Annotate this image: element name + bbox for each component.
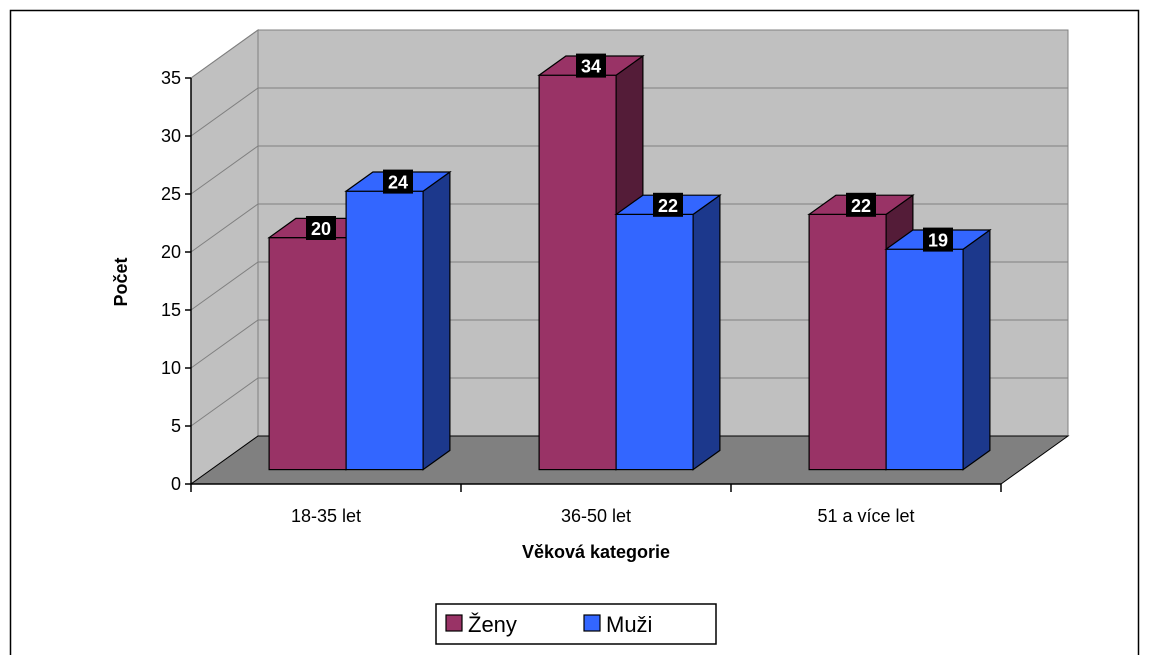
gridline — [190, 29, 1068, 79]
bar-Muži-18-35 let — [344, 170, 452, 471]
gridline — [190, 145, 1068, 195]
data-labels: 20 24 34 22 22 19 — [306, 53, 953, 252]
data-label-Muži-36-50 let: 22 — [653, 192, 683, 217]
data-label-Ženy-36-50 let: 34 — [576, 53, 606, 78]
data-label-Muži-18-35 let: 24 — [383, 169, 413, 194]
bar-side — [422, 170, 451, 471]
legend-label-Ženy: Ženy — [468, 612, 517, 637]
y-axis-title: Počet — [111, 257, 131, 306]
data-label-text: 34 — [581, 57, 601, 77]
data-label-text: 24 — [388, 173, 408, 193]
data-label-bg — [383, 169, 413, 194]
data-label-Muži-51 a více let: 19 — [923, 227, 953, 252]
data-label-text: 20 — [311, 219, 331, 239]
data-label-bg — [653, 192, 683, 217]
x-tick-label: 36-50 let — [561, 506, 631, 526]
data-label-Ženy-18-35 let: 20 — [306, 216, 336, 240]
data-label-bg — [923, 227, 953, 252]
legend-label-Muži: Muži — [606, 612, 652, 637]
legend-swatch-Muži — [583, 614, 601, 632]
data-label-text: 22 — [851, 196, 871, 216]
bar-front — [345, 190, 424, 471]
y-tick-label: 30 — [161, 126, 181, 146]
y-tick-label: 35 — [161, 68, 181, 88]
gridline — [190, 319, 1068, 369]
y-axis: 0 5 10 15 20 25 30 35 — [161, 68, 192, 494]
bar-front — [808, 213, 887, 471]
gridline — [190, 377, 1068, 427]
gridline — [190, 203, 1068, 253]
data-label-text: 22 — [658, 196, 678, 216]
y-tick-label: 15 — [161, 300, 181, 320]
bars — [267, 54, 992, 471]
x-axis-title: Věková kategorie — [522, 542, 670, 562]
bar-side — [692, 194, 721, 471]
x-axis: 18-35 let 36-50 let 51 a více let — [190, 483, 1002, 526]
y-tick-label: 25 — [161, 184, 181, 204]
bar-side — [962, 228, 991, 471]
data-label-bg — [576, 53, 606, 78]
side-wall — [190, 29, 259, 485]
data-label-bg — [306, 216, 336, 240]
bar-front — [268, 237, 347, 471]
bar-front — [538, 74, 617, 471]
y-tick-label: 0 — [171, 474, 181, 494]
legend: Ženy Muži — [435, 603, 717, 645]
data-label-Ženy-51 a více let: 22 — [846, 192, 876, 217]
gridline — [190, 261, 1068, 311]
y-tick-label: 5 — [171, 416, 181, 436]
bar-front — [885, 248, 964, 471]
x-tick-label: 51 a více let — [817, 506, 914, 526]
data-label-text: 19 — [928, 231, 948, 251]
gridlines — [190, 29, 1068, 427]
bar-front — [615, 213, 694, 471]
gridline — [190, 87, 1068, 137]
legend-swatch-Ženy — [445, 614, 463, 632]
bar-Muži-36-50 let — [614, 194, 722, 471]
y-tick-label: 20 — [161, 242, 181, 262]
legend-box — [435, 603, 717, 645]
y-tick-label: 10 — [161, 358, 181, 378]
data-label-bg — [846, 192, 876, 217]
x-tick-label: 18-35 let — [291, 506, 361, 526]
bar-Muži-51 a více let — [884, 228, 992, 471]
